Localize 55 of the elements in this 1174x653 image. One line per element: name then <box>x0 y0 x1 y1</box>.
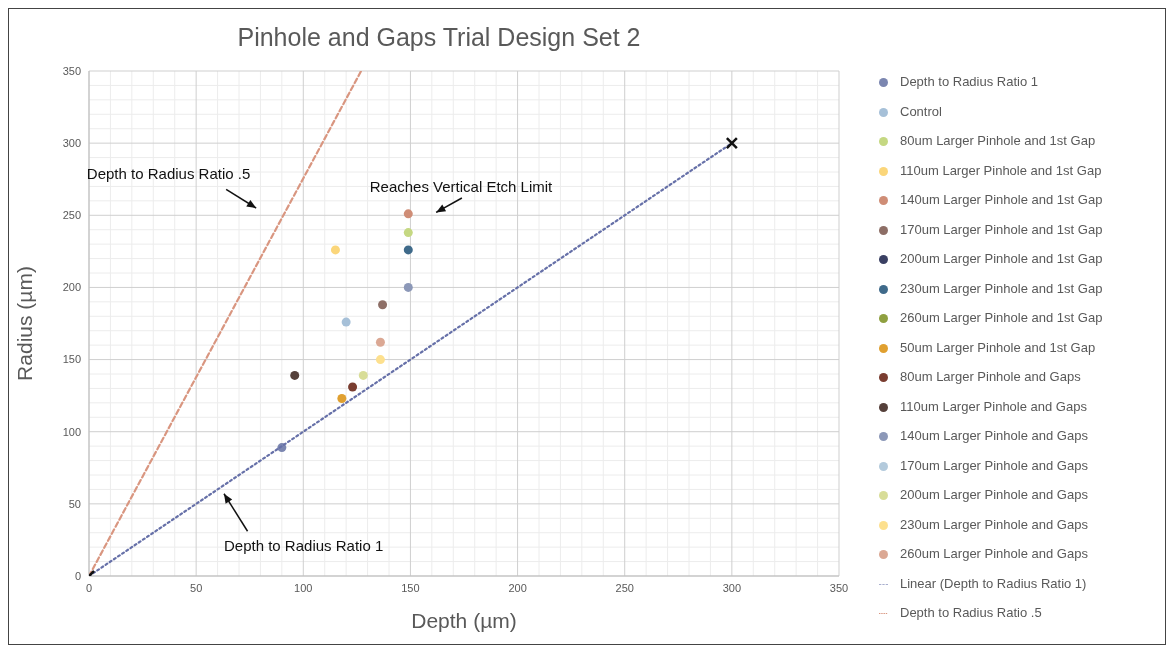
x-tick-label: 300 <box>722 581 742 594</box>
legend-label: 140um Larger Pinhole and Gaps <box>900 428 1088 443</box>
legend-label: Control <box>900 103 942 119</box>
y-tick-label: 0 <box>74 569 81 582</box>
point <box>375 355 385 365</box>
legend-label: Depth to Radius Ratio 1 <box>900 74 1039 89</box>
legend-label: 200um Larger Pinhole and Gaps <box>900 487 1088 502</box>
x-axis-title: Depth (µm) <box>411 609 517 632</box>
point <box>403 209 413 219</box>
point <box>403 245 413 255</box>
legend-label: 230um Larger Pinhole and Gaps <box>900 516 1088 532</box>
legend-label: 110um Larger Pinhole and Gaps <box>900 398 1087 414</box>
annotation: Depth to Radius Ratio 1 <box>224 537 384 555</box>
legend-label: Depth to Radius Ratio .5 <box>900 605 1042 620</box>
legend-label: 140um Larger Pinhole and 1st Gap <box>900 192 1103 207</box>
legend-label: 170um Larger Pinhole and 1st Gap <box>900 221 1103 237</box>
y-axis-title: Radius (µm) <box>13 266 37 381</box>
point <box>378 300 388 310</box>
legend-label: 260um Larger Pinhole and Gaps <box>900 546 1088 561</box>
legend-label: 80um Larger Pinhole and Gaps <box>900 369 1081 384</box>
y-tick-label: 250 <box>62 209 81 222</box>
x-tick-label: 250 <box>615 581 634 594</box>
legend-label: 80um Larger Pinhole and 1st Gap <box>900 133 1096 148</box>
y-tick-label: 200 <box>62 281 81 294</box>
x-tick-label: 350 <box>829 581 849 594</box>
point <box>337 394 347 404</box>
x-tick-label: 100 <box>294 581 313 594</box>
y-tick-label: 300 <box>62 137 81 150</box>
annotation: Depth to Radius Ratio .5 <box>86 165 251 183</box>
point <box>358 370 368 380</box>
y-tick-label: 150 <box>62 353 81 366</box>
point <box>725 136 739 150</box>
y-tick-label: 100 <box>62 425 81 438</box>
legend-label: 230um Larger Pinhole and 1st Gap <box>900 280 1103 296</box>
x-tick-label: 50 <box>190 581 203 594</box>
legend-label: 260um Larger Pinhole and 1st Gap <box>900 310 1103 325</box>
point <box>375 337 385 347</box>
y-tick-label: 50 <box>68 497 81 510</box>
chart-title: Pinhole and Gaps Trial Design Set 2 <box>236 23 642 52</box>
legend-label: 170um Larger Pinhole and Gaps <box>900 457 1088 473</box>
legend-label: 200um Larger Pinhole and 1st Gap <box>900 251 1103 266</box>
point <box>341 317 351 327</box>
point <box>330 245 340 255</box>
point <box>403 282 413 292</box>
x-tick-label: 200 <box>508 581 527 594</box>
x-tick-label: 150 <box>401 581 420 594</box>
x-tick-label: 0 <box>85 581 93 594</box>
point <box>290 370 300 380</box>
y-tick-label: 350 <box>62 64 81 77</box>
legend-label: Linear (Depth to Radius Ratio 1) <box>900 575 1087 591</box>
legend-label: 110um Larger Pinhole and 1st Gap <box>900 162 1102 178</box>
point <box>348 382 358 392</box>
point <box>403 228 413 238</box>
legend-label: 50um Larger Pinhole and 1st Gap <box>900 339 1096 355</box>
annotation: Reaches Vertical Etch Limit <box>369 178 554 196</box>
